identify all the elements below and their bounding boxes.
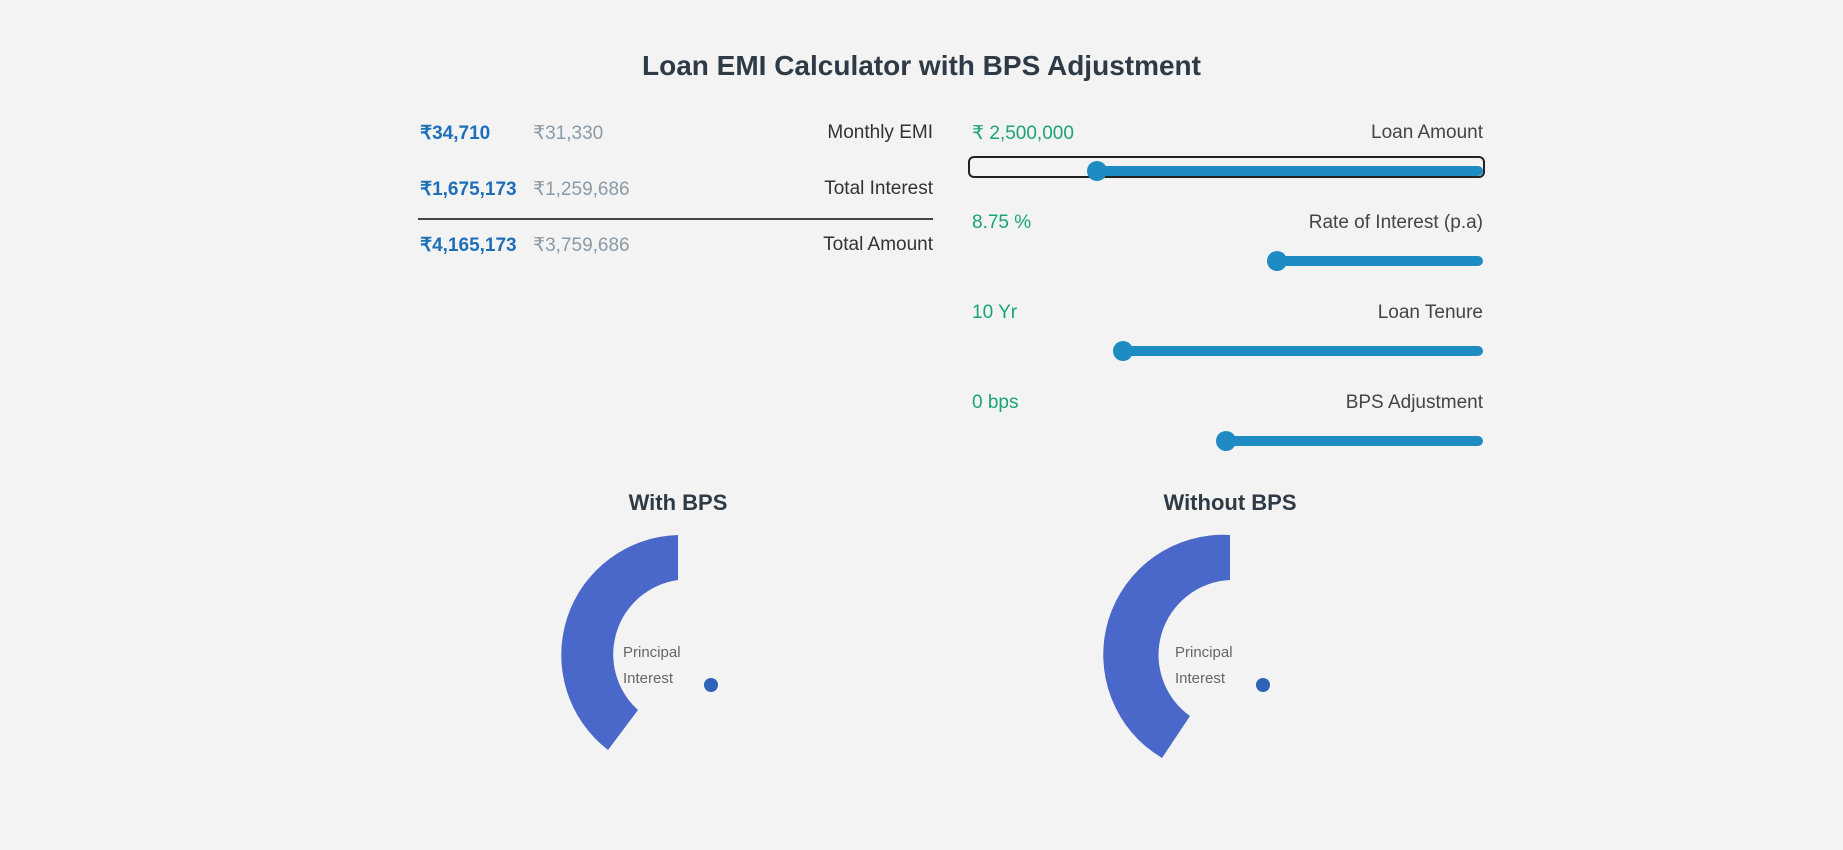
with-bps-chart: With BPS Principal Interest <box>528 490 828 790</box>
tenure-slider[interactable] <box>1122 346 1483 356</box>
monthly-emi-row: Monthly EMI ₹34,710 ₹31,330 <box>418 118 933 174</box>
without-bps-legend-interest: Interest <box>1175 670 1226 687</box>
loan-amount-slider-focus <box>968 156 1485 178</box>
total-amount-with-bps: ₹4,165,173 <box>420 235 517 256</box>
monthly-emi-without-bps: ₹31,330 <box>533 123 604 144</box>
results-divider <box>418 218 933 220</box>
total-interest-label: Total Interest <box>824 178 933 199</box>
loan-inputs: Loan Amount ₹ 2,500,000 Rate of Interest… <box>968 118 1485 478</box>
without-bps-donut <box>1103 534 1270 758</box>
with-bps-legend-interest: Interest <box>623 670 674 687</box>
total-interest-without-bps: ₹1,259,686 <box>533 179 630 200</box>
without-bps-legend-dot <box>1256 678 1270 692</box>
without-bps-chart-title: Without BPS <box>1163 490 1297 515</box>
with-bps-legend: Principal Interest <box>623 640 681 692</box>
bps-slider-thumb[interactable] <box>1215 431 1236 451</box>
rate-row: Rate of Interest (p.a) 8.75 % <box>968 208 1483 298</box>
rate-slider[interactable] <box>1277 256 1483 266</box>
total-amount-row: Total Amount ₹4,165,173 ₹3,759,686 <box>418 230 933 286</box>
without-bps-chart: Without BPS Principal Interest <box>1080 490 1380 790</box>
bps-slider[interactable] <box>1225 436 1483 446</box>
monthly-emi-label: Monthly EMI <box>827 122 933 143</box>
rate-slider-thumb[interactable] <box>1267 251 1287 271</box>
with-bps-donut <box>561 535 718 750</box>
loan-amount-slider[interactable] <box>1096 166 1483 176</box>
bps-label: BPS Adjustment <box>1345 392 1483 413</box>
loan-amount-label: Loan Amount <box>1371 122 1483 143</box>
total-amount-label: Total Amount <box>823 234 933 255</box>
tenure-row: Loan Tenure 10 Yr <box>968 298 1483 388</box>
tenure-label: Loan Tenure <box>1377 302 1483 323</box>
monthly-emi-with-bps: ₹34,710 <box>420 123 491 144</box>
tenure-slider-thumb[interactable] <box>1112 341 1133 361</box>
loan-amount-slider-thumb[interactable] <box>1086 161 1107 181</box>
without-bps-legend-principal: Principal <box>1175 644 1233 661</box>
results-panel: Monthly EMI ₹34,710 ₹31,330 Total Intere… <box>418 118 933 286</box>
without-bps-legend: Principal Interest <box>1175 640 1233 692</box>
with-bps-legend-dot <box>704 678 718 692</box>
rate-label: Rate of Interest (p.a) <box>1308 212 1483 233</box>
bps-value: 0 bps <box>972 392 1019 413</box>
tenure-value: 10 Yr <box>972 302 1018 323</box>
bps-row: BPS Adjustment 0 bps <box>968 388 1483 478</box>
with-bps-legend-principal: Principal <box>623 644 681 661</box>
page-title: Loan EMI Calculator with BPS Adjustment <box>641 50 1201 81</box>
without-bps-principal-arc <box>1103 534 1230 758</box>
with-bps-principal-arc <box>561 535 678 750</box>
total-interest-row: Total Interest ₹1,675,173 ₹1,259,686 <box>418 174 933 230</box>
total-amount-without-bps: ₹3,759,686 <box>533 235 630 256</box>
with-bps-chart-title: With BPS <box>628 490 728 515</box>
rate-value: 8.75 % <box>972 212 1032 233</box>
loan-amount-value: ₹ 2,500,000 <box>972 123 1074 144</box>
total-interest-with-bps: ₹1,675,173 <box>420 179 517 200</box>
loan-amount-row: Loan Amount ₹ 2,500,000 <box>968 118 1485 208</box>
